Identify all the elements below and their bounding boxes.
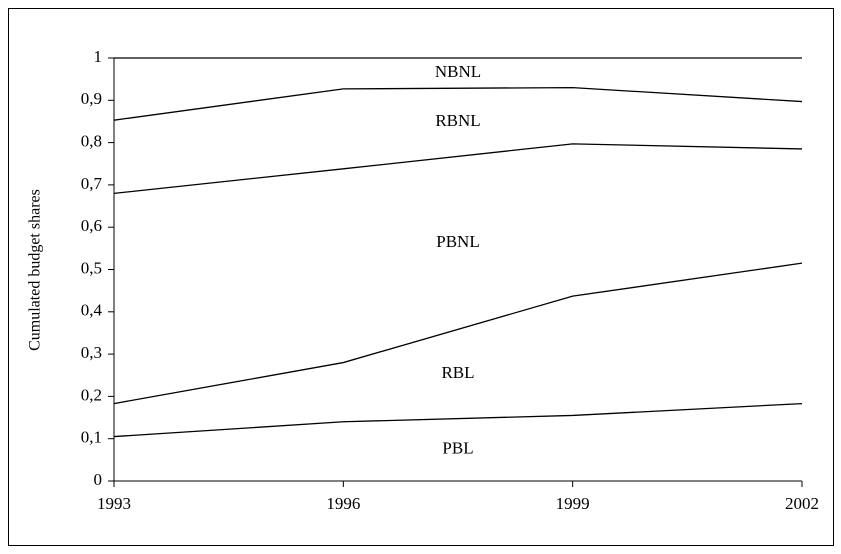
series-label: PBL [442, 439, 473, 458]
x-tick-label: 2002 [785, 494, 819, 513]
x-tick-label: 1996 [326, 494, 360, 513]
series-line [113, 402, 803, 438]
y-tick-label: 1 [94, 47, 103, 66]
x-tick-label: 1993 [97, 494, 131, 513]
y-tick-label: 0 [94, 470, 103, 489]
series-label: RBL [441, 363, 474, 382]
y-axis-label: Cumulated budget shares [27, 189, 44, 351]
y-tick-label: 0,2 [81, 385, 102, 404]
y-tick-label: 0,6 [81, 216, 102, 235]
series-line [113, 143, 803, 195]
y-tick-label: 0,7 [81, 174, 103, 193]
series-line [113, 262, 803, 405]
series-label: NBNL [435, 62, 481, 81]
y-tick-label: 0,3 [81, 343, 102, 362]
figure-frame [8, 8, 834, 546]
series-label: RBNL [435, 111, 480, 130]
series-line [113, 86, 803, 121]
y-tick-label: 0,5 [81, 258, 102, 277]
x-tick-label: 1999 [556, 494, 590, 513]
y-tick-label: 0,1 [81, 428, 102, 447]
y-tick-label: 0,9 [81, 89, 102, 108]
y-tick-label: 0,8 [81, 132, 102, 151]
series-label: PBNL [436, 232, 479, 251]
y-tick-label: 0,4 [81, 301, 103, 320]
